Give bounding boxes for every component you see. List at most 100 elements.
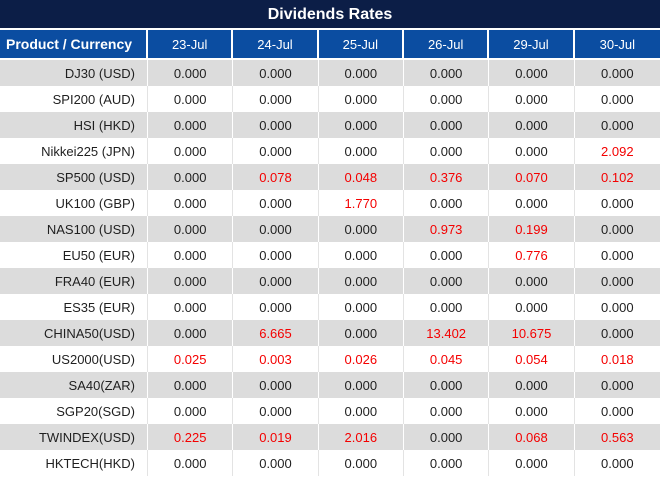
header-row: Product / Currency 23-Jul 24-Jul 25-Jul 26-J… <box>0 30 660 60</box>
rate-cell: 0.000 <box>318 86 404 112</box>
column-header-29-jul: 29-Jul <box>489 30 575 60</box>
rate-cell: 0.000 <box>489 190 575 216</box>
panel-title: Dividends Rates <box>0 0 660 30</box>
rate-cell: 0.000 <box>233 294 319 320</box>
rate-cell: 0.563 <box>574 424 660 450</box>
rate-cell: 0.000 <box>318 112 404 138</box>
table-row: ES35 (EUR) 0.000 0.000 0.000 0.000 0.000 0.000 <box>0 294 660 320</box>
rate-cell: 0.000 <box>489 294 575 320</box>
rate-cell: 0.078 <box>233 164 319 190</box>
rate-cell: 0.000 <box>233 190 319 216</box>
rate-cell: 0.000 <box>489 398 575 424</box>
product-cell: ES35 (EUR) <box>0 294 148 320</box>
rate-cell: 0.000 <box>148 268 234 294</box>
rate-cell: 0.048 <box>318 164 404 190</box>
rate-cell: 0.000 <box>148 398 234 424</box>
table-row: SGP20(SGD) 0.000 0.000 0.000 0.000 0.000 0.000 <box>0 398 660 424</box>
rate-cell: 13.402 <box>403 320 490 346</box>
product-cell: FRA40 (EUR) <box>0 268 148 294</box>
table-row: EU50 (EUR) 0.000 0.000 0.000 0.000 0.776 0.000 <box>0 242 660 268</box>
rate-cell: 0.000 <box>574 112 660 138</box>
rate-cell: 0.000 <box>403 450 490 476</box>
rate-cell: 0.045 <box>403 346 490 372</box>
rate-cell: 0.000 <box>403 60 490 86</box>
rate-cell: 0.199 <box>489 216 575 242</box>
product-cell: SPI200 (AUD) <box>0 86 148 112</box>
column-header-23-jul: 23-Jul <box>148 30 234 60</box>
table-row: SPI200 (AUD) 0.000 0.000 0.000 0.000 0.000 0.0… <box>0 86 660 112</box>
rate-cell: 0.000 <box>318 320 404 346</box>
rate-cell: 0.000 <box>403 242 490 268</box>
rate-cell: 0.000 <box>574 60 660 86</box>
dividends-table: Product / Currency 23-Jul 24-Jul 25-Jul 26-J… <box>0 30 660 476</box>
rate-cell: 0.025 <box>148 346 234 372</box>
rate-cell: 0.776 <box>489 242 575 268</box>
rate-cell: 0.000 <box>318 242 404 268</box>
rate-cell: 0.000 <box>574 320 660 346</box>
rate-cell: 0.000 <box>574 398 660 424</box>
rate-cell: 0.000 <box>233 60 319 86</box>
rate-cell: 0.000 <box>574 268 660 294</box>
rate-cell: 2.092 <box>574 138 660 164</box>
rate-cell: 0.000 <box>148 372 234 398</box>
rate-cell: 0.000 <box>148 86 234 112</box>
product-cell: CHINA50(USD) <box>0 320 148 346</box>
rate-cell: 0.000 <box>233 138 319 164</box>
rate-cell: 0.000 <box>489 60 575 86</box>
rate-cell: 0.000 <box>403 190 490 216</box>
rate-cell: 10.675 <box>489 320 575 346</box>
table-row: FRA40 (EUR) 0.000 0.000 0.000 0.000 0.000 0.00… <box>0 268 660 294</box>
product-cell: DJ30 (USD) <box>0 60 148 86</box>
rate-cell: 0.000 <box>574 294 660 320</box>
table-row: DJ30 (USD) 0.000 0.000 0.000 0.000 0.000 0.000 <box>0 60 660 86</box>
rate-cell: 1.770 <box>318 190 404 216</box>
rate-cell: 0.068 <box>489 424 575 450</box>
table-row: CHINA50(USD) 0.000 6.665 0.000 13.402 10.675 0… <box>0 320 660 346</box>
rate-cell: 0.973 <box>403 216 490 242</box>
rate-cell: 0.000 <box>148 294 234 320</box>
product-cell: SA40(ZAR) <box>0 372 148 398</box>
product-cell: EU50 (EUR) <box>0 242 148 268</box>
product-cell: HKTECH(HKD) <box>0 450 148 476</box>
column-header-26-jul: 26-Jul <box>403 30 490 60</box>
rate-cell: 0.018 <box>574 346 660 372</box>
rate-cell: 0.000 <box>318 294 404 320</box>
rate-cell: 0.000 <box>148 320 234 346</box>
table-row: SP500 (USD) 0.000 0.078 0.048 0.376 0.070 0.10… <box>0 164 660 190</box>
rate-cell: 0.019 <box>233 424 319 450</box>
rate-cell: 0.026 <box>318 346 404 372</box>
rate-cell: 0.000 <box>489 268 575 294</box>
rate-cell: 6.665 <box>233 320 319 346</box>
rate-cell: 0.000 <box>403 138 490 164</box>
rate-cell: 0.000 <box>574 216 660 242</box>
rate-cell: 0.000 <box>318 138 404 164</box>
rate-cell: 0.000 <box>233 86 319 112</box>
product-cell: SP500 (USD) <box>0 164 148 190</box>
rate-cell: 0.000 <box>574 242 660 268</box>
table-row: HSI (HKD) 0.000 0.000 0.000 0.000 0.000 0.000 <box>0 112 660 138</box>
rate-cell: 0.225 <box>148 424 234 450</box>
table-row: UK100 (GBP) 0.000 0.000 1.770 0.000 0.000 0.00… <box>0 190 660 216</box>
product-cell: NAS100 (USD) <box>0 216 148 242</box>
rate-cell: 0.000 <box>148 242 234 268</box>
table-row: US2000(USD) 0.025 0.003 0.026 0.045 0.054 0.01… <box>0 346 660 372</box>
rate-cell: 0.000 <box>403 294 490 320</box>
table-row: Nikkei225 (JPN) 0.000 0.000 0.000 0.000 0.000… <box>0 138 660 164</box>
rate-cell: 0.000 <box>318 60 404 86</box>
rate-cell: 0.000 <box>403 86 490 112</box>
rate-cell: 0.000 <box>148 190 234 216</box>
table-row: HKTECH(HKD) 0.000 0.000 0.000 0.000 0.000 0.00… <box>0 450 660 476</box>
rate-cell: 0.000 <box>318 450 404 476</box>
rate-cell: 0.000 <box>403 398 490 424</box>
product-cell: Nikkei225 (JPN) <box>0 138 148 164</box>
rate-cell: 0.000 <box>489 450 575 476</box>
rate-cell: 0.000 <box>148 450 234 476</box>
column-header-product-currency: Product / Currency <box>0 30 148 60</box>
table-row: SA40(ZAR) 0.000 0.000 0.000 0.000 0.000 0.000 <box>0 372 660 398</box>
product-cell: SGP20(SGD) <box>0 398 148 424</box>
rate-cell: 0.000 <box>574 86 660 112</box>
table-row: TWINDEX(USD) 0.225 0.019 2.016 0.000 0.068 0.5… <box>0 424 660 450</box>
rate-cell: 0.000 <box>318 216 404 242</box>
rate-cell: 0.000 <box>489 138 575 164</box>
